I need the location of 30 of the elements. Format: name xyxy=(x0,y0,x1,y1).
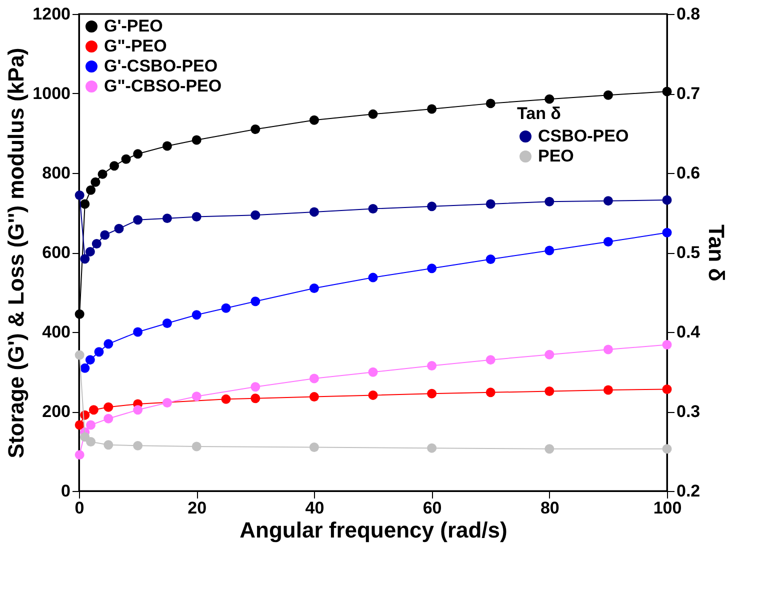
y2-tick-label: 0.5 xyxy=(676,243,700,262)
x-tick-label: 0 xyxy=(74,498,84,518)
x-tick-label: 60 xyxy=(422,498,442,518)
legend-label: G"-PEO xyxy=(104,36,167,56)
y-tick-label: 200 xyxy=(42,402,70,421)
y-tick-label: 0 xyxy=(61,482,70,500)
x-axis-title: Angular frequency (rad/s) xyxy=(240,518,508,542)
y-tick-label: 400 xyxy=(42,322,70,342)
legend-title: Tan δ xyxy=(517,104,561,123)
legend-label: PEO xyxy=(538,146,574,166)
x-tick-label: 80 xyxy=(540,498,560,518)
x-tick-label: 40 xyxy=(305,498,324,518)
y2-tick-label: 0.2 xyxy=(676,482,700,500)
legend-label: G'-CSBO-PEO xyxy=(104,56,218,76)
y-axis-title: Storage (G') & Loss (G'') modulus (kPa) xyxy=(4,48,29,458)
y2-axis-title: Tan δ xyxy=(704,224,730,282)
legend-label: CSBO-PEO xyxy=(538,126,629,146)
y-tick-label: 600 xyxy=(42,243,70,262)
y2-tick-label: 0.4 xyxy=(676,322,701,342)
y2-tick-label: 0.3 xyxy=(676,402,700,421)
x-tick-label: 100 xyxy=(653,498,682,518)
y2-tick-label: 0.6 xyxy=(676,164,700,182)
x-tick-label: 20 xyxy=(188,498,207,518)
y2-tick-label: 0.7 xyxy=(676,84,700,103)
y-tick-label: 800 xyxy=(42,164,70,182)
legend-label: G'-PEO xyxy=(104,16,163,36)
y-tick-label: 1200 xyxy=(32,4,70,24)
y2-tick-label: 0.8 xyxy=(676,4,700,24)
y-tick-label: 1000 xyxy=(32,84,70,103)
legend-label: G"-CBSO-PEO xyxy=(104,76,222,96)
